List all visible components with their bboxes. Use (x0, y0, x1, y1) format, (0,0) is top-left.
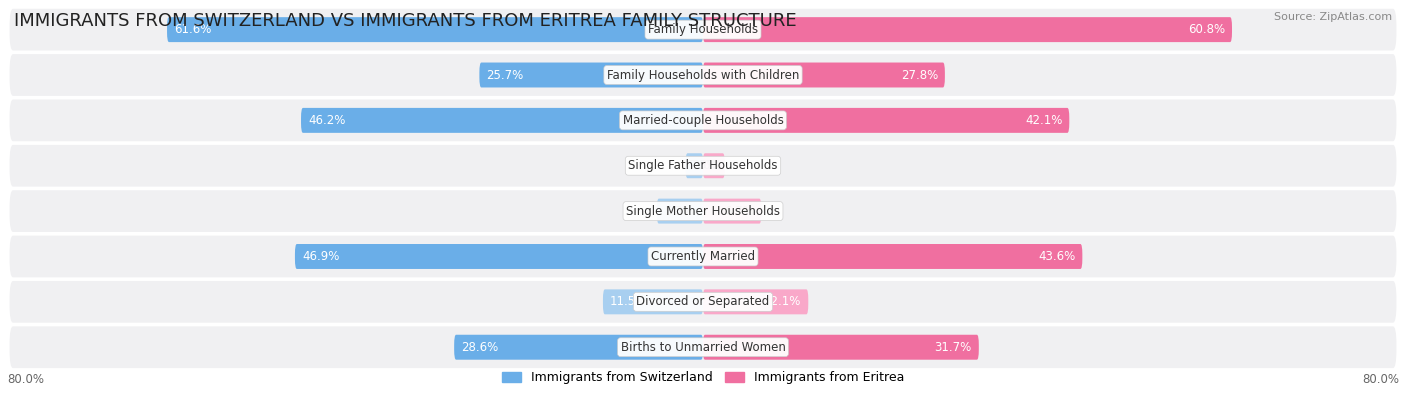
Legend: Immigrants from Switzerland, Immigrants from Eritrea: Immigrants from Switzerland, Immigrants … (496, 367, 910, 389)
FancyBboxPatch shape (703, 290, 808, 314)
FancyBboxPatch shape (703, 17, 1232, 42)
FancyBboxPatch shape (703, 199, 761, 224)
FancyBboxPatch shape (657, 199, 703, 224)
FancyBboxPatch shape (703, 335, 979, 360)
FancyBboxPatch shape (10, 235, 1396, 277)
FancyBboxPatch shape (10, 281, 1396, 323)
FancyBboxPatch shape (703, 62, 945, 87)
Text: 60.8%: 60.8% (1188, 23, 1225, 36)
FancyBboxPatch shape (10, 54, 1396, 96)
Text: Family Households with Children: Family Households with Children (607, 68, 799, 81)
Text: 46.9%: 46.9% (302, 250, 339, 263)
Text: 2.5%: 2.5% (688, 159, 718, 172)
Text: Currently Married: Currently Married (651, 250, 755, 263)
FancyBboxPatch shape (479, 62, 703, 87)
Text: 2.0%: 2.0% (693, 159, 723, 172)
Text: Married-couple Households: Married-couple Households (623, 114, 783, 127)
Text: Divorced or Separated: Divorced or Separated (637, 295, 769, 308)
Text: 43.6%: 43.6% (1038, 250, 1076, 263)
Text: 5.3%: 5.3% (664, 205, 693, 218)
Text: Source: ZipAtlas.com: Source: ZipAtlas.com (1274, 12, 1392, 22)
Text: 46.2%: 46.2% (308, 114, 346, 127)
FancyBboxPatch shape (10, 326, 1396, 368)
FancyBboxPatch shape (10, 100, 1396, 141)
Text: 31.7%: 31.7% (935, 341, 972, 354)
FancyBboxPatch shape (603, 290, 703, 314)
FancyBboxPatch shape (703, 244, 1083, 269)
FancyBboxPatch shape (10, 190, 1396, 232)
FancyBboxPatch shape (703, 108, 1070, 133)
Text: 28.6%: 28.6% (461, 341, 498, 354)
Text: 61.6%: 61.6% (174, 23, 211, 36)
Text: 6.7%: 6.7% (724, 205, 755, 218)
Text: IMMIGRANTS FROM SWITZERLAND VS IMMIGRANTS FROM ERITREA FAMILY STRUCTURE: IMMIGRANTS FROM SWITZERLAND VS IMMIGRANT… (14, 12, 797, 30)
Text: 11.5%: 11.5% (610, 295, 647, 308)
Text: 12.1%: 12.1% (763, 295, 801, 308)
Text: Family Households: Family Households (648, 23, 758, 36)
Text: 80.0%: 80.0% (1362, 373, 1399, 386)
FancyBboxPatch shape (454, 335, 703, 360)
FancyBboxPatch shape (10, 9, 1396, 51)
Text: 27.8%: 27.8% (901, 68, 938, 81)
FancyBboxPatch shape (703, 153, 724, 178)
Text: Single Mother Households: Single Mother Households (626, 205, 780, 218)
FancyBboxPatch shape (301, 108, 703, 133)
Text: 42.1%: 42.1% (1025, 114, 1063, 127)
FancyBboxPatch shape (295, 244, 703, 269)
Text: Single Father Households: Single Father Households (628, 159, 778, 172)
Text: 80.0%: 80.0% (7, 373, 44, 386)
FancyBboxPatch shape (686, 153, 703, 178)
FancyBboxPatch shape (167, 17, 703, 42)
Text: Births to Unmarried Women: Births to Unmarried Women (620, 341, 786, 354)
FancyBboxPatch shape (10, 145, 1396, 186)
Text: 25.7%: 25.7% (486, 68, 523, 81)
